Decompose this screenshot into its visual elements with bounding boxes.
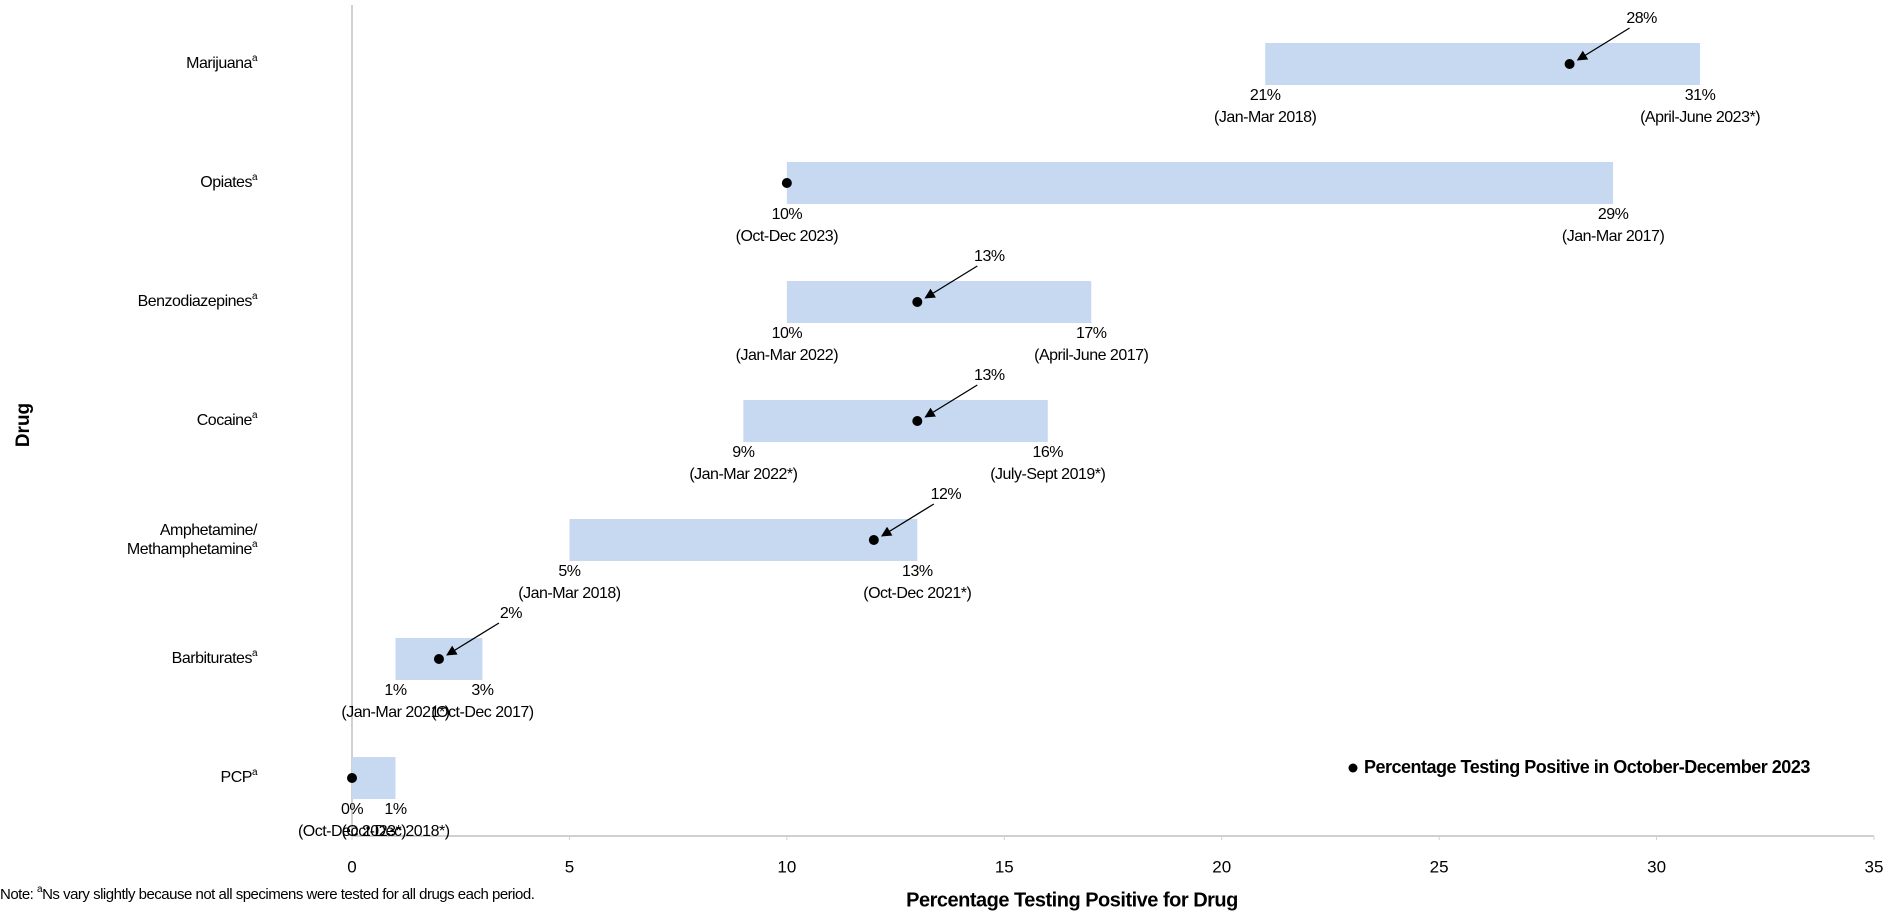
min-period: (Oct-Dec 2023) — [736, 228, 839, 245]
max-period: (April-June 2017) — [1034, 347, 1148, 364]
category-marker: a — [252, 539, 258, 550]
category-text: Opiates — [200, 174, 252, 191]
category-text: Methamphetamine — [127, 541, 253, 558]
category-label: Marijuanaa — [186, 53, 258, 72]
max-period: (Oct-Dec 2018*) — [341, 823, 449, 840]
range-bar — [786, 281, 1092, 323]
category-marker: a — [252, 410, 258, 421]
x-tick-label: 0 — [347, 857, 356, 876]
note-text: Ns vary slightly because not all specime… — [42, 886, 534, 903]
category-marker: a — [252, 767, 258, 778]
min-label: 21% — [1250, 87, 1281, 104]
legend-label: Percentage Testing Positive in October-D… — [1364, 757, 1810, 777]
x-tick-label: 5 — [565, 857, 574, 876]
current-label: 13% — [974, 248, 1005, 265]
range-bar — [569, 519, 918, 561]
current-dot — [1564, 59, 1575, 69]
range-bar — [1265, 43, 1701, 85]
x-tick-label: 35 — [1865, 857, 1884, 876]
max-period: (Jan-Mar 2017) — [1562, 228, 1665, 245]
category-text: Barbiturates — [172, 650, 253, 667]
category-text: Amphetamine/ — [160, 522, 258, 539]
max-label: 13% — [902, 563, 933, 580]
min-label: 1% — [384, 682, 406, 699]
category-label: Benzodiazepinesa — [138, 291, 258, 310]
min-label: 9% — [732, 444, 754, 461]
category-text: Benzodiazepines — [138, 293, 253, 310]
max-period: (Oct-Dec 2021*) — [863, 585, 971, 602]
max-label: 3% — [471, 682, 493, 699]
current-label: 28% — [1626, 10, 1657, 27]
max-period: (July-Sept 2019*) — [990, 466, 1105, 483]
category-text: Cocaine — [197, 412, 253, 429]
min-period: (Jan-Mar 2022*) — [689, 466, 797, 483]
category-label: Barbituratesa — [172, 648, 258, 667]
max-label: 16% — [1033, 444, 1064, 461]
range-bar — [352, 757, 396, 799]
min-label: 5% — [558, 563, 580, 580]
max-period: (Oct-Dec 2017) — [431, 704, 534, 721]
legend-marker — [1348, 763, 1358, 773]
arrow — [446, 622, 500, 656]
y-axis-title: Drug — [13, 403, 34, 447]
category-label: Opiatesa — [200, 172, 258, 191]
max-label: 31% — [1685, 87, 1716, 104]
max-label: 1% — [384, 801, 406, 818]
note-marker: a — [37, 884, 43, 895]
arrow — [880, 503, 935, 537]
category-text: Marijuana — [186, 55, 252, 72]
x-tick-label: 30 — [1647, 857, 1666, 876]
category-label: Amphetamine/Methamphetaminea — [127, 522, 258, 558]
category-label: PCPa — [221, 767, 258, 786]
min-period: (Jan-Mar 2018) — [1214, 109, 1317, 126]
arrow — [1576, 27, 1630, 61]
min-label: 10% — [772, 325, 803, 342]
max-label: 29% — [1598, 206, 1629, 223]
category-marker: a — [252, 172, 258, 183]
category-label: Cocainea — [197, 410, 258, 429]
x-tick-label: 20 — [1212, 857, 1231, 876]
current-dot — [347, 773, 357, 783]
x-tick-label: 10 — [777, 857, 796, 876]
current-dot — [868, 535, 879, 545]
current-dot — [912, 416, 923, 426]
x-axis-title: Percentage Testing Positive for Drug — [906, 889, 1238, 911]
max-label: 17% — [1076, 325, 1107, 342]
category-marker: a — [252, 291, 258, 302]
category-text: PCP — [221, 769, 252, 786]
min-period: (Jan-Mar 2018) — [518, 585, 621, 602]
note: Note: aNs vary slightly because not all … — [0, 884, 534, 903]
min-period: (Jan-Mar 2021*) — [341, 704, 449, 721]
category-marker: a — [252, 648, 258, 659]
min-period: (Jan-Mar 2022) — [736, 347, 839, 364]
category-marker: a — [252, 53, 258, 64]
range-bar — [786, 162, 1614, 204]
current-dot — [781, 178, 792, 188]
note-prefix: Note: — [0, 886, 37, 903]
current-label: 2% — [500, 605, 522, 622]
current-label: 13% — [974, 367, 1005, 384]
max-period: (April-June 2023*) — [1640, 109, 1760, 126]
current-dot — [433, 654, 444, 664]
arrow — [924, 265, 978, 299]
x-tick-label: 15 — [995, 857, 1014, 876]
min-label: 10% — [772, 206, 803, 223]
current-dot — [912, 297, 923, 307]
range-bar — [743, 400, 1048, 442]
arrow — [924, 384, 978, 418]
current-label: 12% — [931, 486, 962, 503]
min-label: 0% — [341, 801, 363, 818]
min-period: (Oct-Dec 2023*) — [298, 823, 406, 840]
x-tick-label: 25 — [1430, 857, 1449, 876]
